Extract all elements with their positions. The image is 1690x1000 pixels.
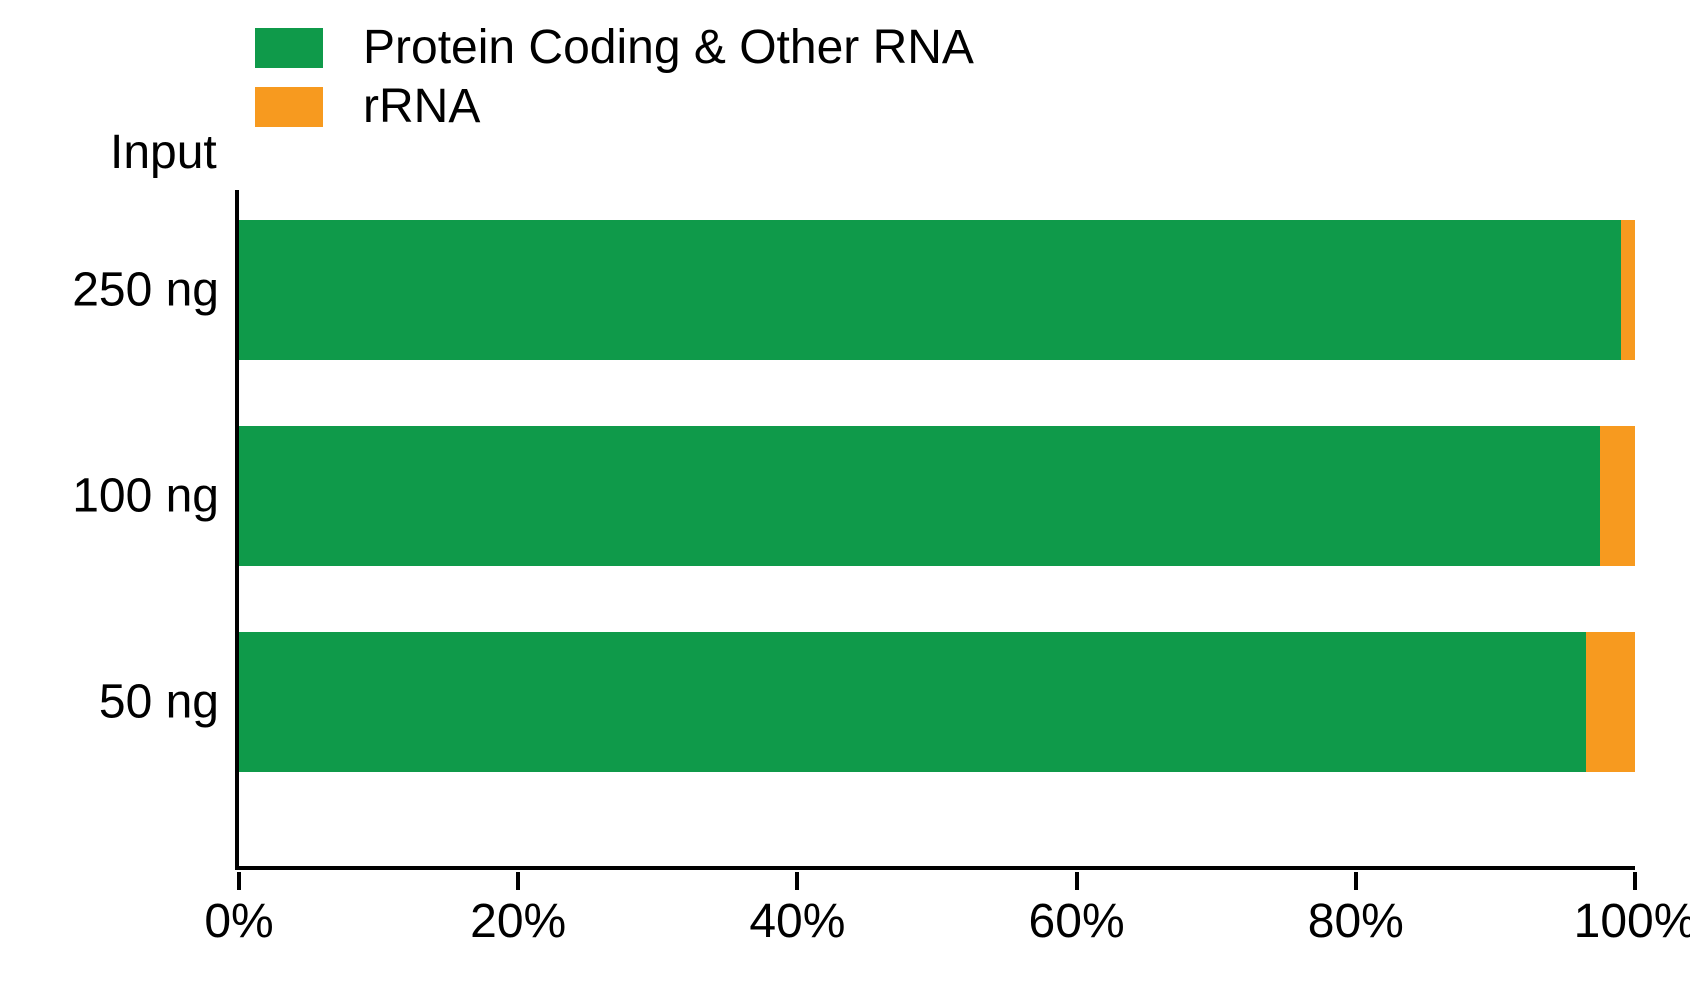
y-label: 250 ng [72, 263, 219, 318]
bar-seg-protein [239, 632, 1586, 772]
bar-seg-protein [239, 426, 1600, 566]
y-label: 100 ng [72, 469, 219, 524]
legend-swatch-rrna [255, 87, 323, 127]
x-tick [516, 872, 520, 890]
legend-item: Protein Coding & Other RNA [255, 20, 974, 75]
x-tick [237, 872, 241, 890]
chart-container: Protein Coding & Other RNA rRNA Input 25… [0, 0, 1690, 1000]
y-label: 50 ng [99, 675, 219, 730]
x-tick [795, 872, 799, 890]
x-tick [1633, 872, 1637, 890]
x-tick-label: 20% [470, 894, 566, 949]
x-tick-label: 0% [204, 894, 273, 949]
x-tick [1075, 872, 1079, 890]
x-tick [1354, 872, 1358, 890]
bar-seg-protein [239, 220, 1621, 360]
legend-label-protein: Protein Coding & Other RNA [363, 20, 974, 75]
legend-item: rRNA [255, 79, 974, 134]
x-tick-label: 40% [749, 894, 845, 949]
x-tick-label: 80% [1308, 894, 1404, 949]
y-axis-title: Input [110, 125, 217, 180]
x-tick-label: 100% [1574, 894, 1690, 949]
bar-seg-rrna [1600, 426, 1635, 566]
bar-row-50ng: 50 ng [239, 632, 1635, 772]
bar-seg-rrna [1621, 220, 1635, 360]
plot-area: 250 ng 100 ng 50 ng 0% 20% 40% 60% 80% 1… [235, 190, 1635, 870]
bar-row-100ng: 100 ng [239, 426, 1635, 566]
legend-swatch-protein [255, 28, 323, 68]
bar-seg-rrna [1586, 632, 1635, 772]
legend-label-rrna: rRNA [363, 79, 480, 134]
legend: Protein Coding & Other RNA rRNA [255, 20, 974, 134]
bar-row-250ng: 250 ng [239, 220, 1635, 360]
x-tick-label: 60% [1029, 894, 1125, 949]
